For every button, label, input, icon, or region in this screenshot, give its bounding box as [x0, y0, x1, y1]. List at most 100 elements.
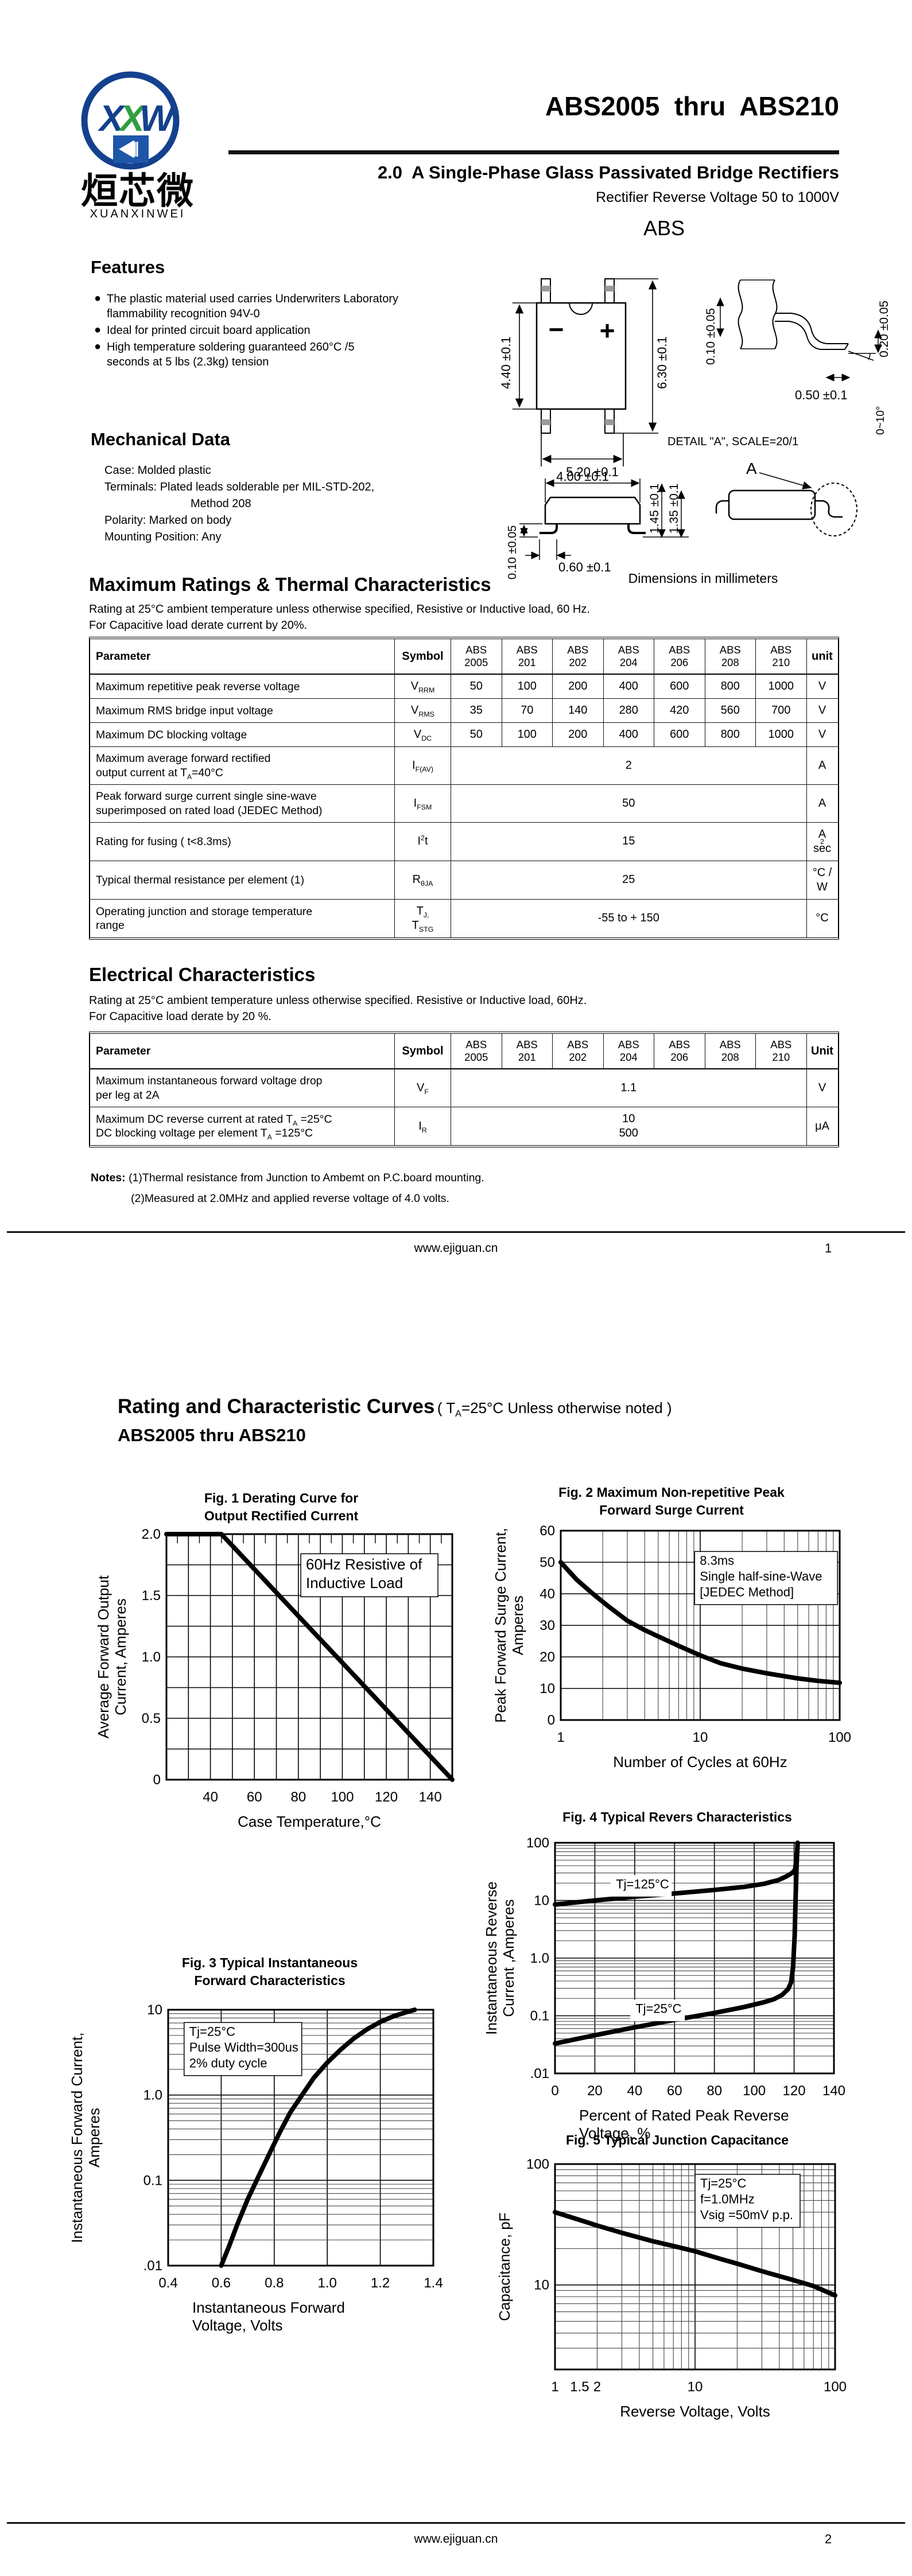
device-name-line: ABS: [516, 1038, 538, 1050]
cell-line: per leg at 2A: [96, 1088, 160, 1102]
table-header-device: ABS 2005: [451, 639, 502, 675]
table-header-parameter: Parameter: [90, 1034, 394, 1070]
x-tick-label: 40: [203, 1789, 218, 1805]
x-tick-label: 120: [783, 2083, 806, 2099]
table-cell-symbol: VRMS: [394, 698, 451, 723]
y-tick-label: 0: [153, 1772, 161, 1788]
fig2-y-axis-title: Peak Forward Surge Current, Amperes: [492, 1528, 526, 1723]
x-tick-label: 100: [331, 1789, 354, 1805]
device-name-line: 208: [721, 656, 739, 669]
text-segment: Maximum repetitive peak reverse voltage: [96, 680, 300, 693]
text-segment: V: [411, 704, 419, 717]
footer-page-2: 2: [825, 2532, 832, 2546]
device-name-line: ABS: [669, 1038, 690, 1050]
y-tick-label: .01: [530, 2066, 549, 2081]
logo-letter-x2: X: [118, 98, 146, 139]
x-tick-label: 40: [627, 2083, 643, 2099]
text-segment: RRM: [418, 686, 435, 695]
data-curve: [164, 1532, 455, 1782]
footer-page-1: 1: [825, 1241, 832, 1255]
notes-prefix: Notes:: [91, 1172, 126, 1184]
table-cell-value: 400: [603, 675, 654, 699]
text-segment: T: [412, 919, 419, 932]
annotation-box: [694, 1551, 839, 1605]
y-tick-label: 0.1: [530, 2009, 549, 2024]
table-cell-symbol: IFSM: [394, 784, 451, 822]
dim-h2: 1.35 ±0.1: [667, 484, 681, 534]
package-name-label: ABS: [643, 216, 685, 240]
x-axis-title: Instantaneous Forward: [192, 2299, 345, 2316]
table-cell-parameter: Typical thermal resistance per element (…: [90, 860, 394, 899]
text-segment: output current at T: [96, 766, 187, 779]
text-segment: R: [412, 873, 421, 886]
fig3-title: Fig. 3 Typical Instantaneous Forward Cha…: [181, 1955, 358, 1989]
fig3-chart: Tj=25°C Pulse Width=300us 2% duty cycle 0.4…: [143, 2002, 443, 2334]
text-segment: Peak forward surge current single sine-w…: [96, 790, 317, 803]
annotation-box: [183, 2022, 302, 2076]
table-header-device: ABS 206: [654, 639, 705, 675]
feature-item: ● Ideal for printed circuit board applica…: [92, 323, 422, 338]
footer-site-2: www.ejiguan.cn: [414, 2532, 498, 2546]
text-segment: I: [417, 835, 421, 848]
table-cell-parameter: Maximum DC reverse current at rated TA =…: [90, 1107, 394, 1145]
table-header-device: ABS 208: [704, 639, 755, 675]
device-name-line: ABS: [770, 1038, 792, 1050]
device-name-line: ABS: [669, 644, 690, 656]
table-cell-value: 35: [451, 698, 502, 723]
cell-line: Operating junction and storage temperatu…: [96, 905, 312, 919]
text-segment: V: [818, 1081, 826, 1095]
cell-line: TJ,: [417, 904, 429, 919]
table-cell-value: 70: [501, 698, 552, 723]
y-tick-label: 1.5: [142, 1588, 161, 1604]
cell-line: VDC: [414, 727, 432, 742]
ratings-sub1: Rating at 25°C ambient temperature unles…: [89, 603, 590, 616]
text-segment: V: [410, 680, 419, 693]
device-name-line: ABS: [618, 644, 639, 656]
cell-line: IF(AV): [412, 758, 433, 773]
text-segment: sec: [813, 842, 832, 855]
cell-line: DC blocking voltage per element TA =125°…: [96, 1126, 313, 1141]
y-tick-label: 10: [534, 1893, 549, 1909]
data-curve: [553, 2209, 837, 2298]
y-tick-label: 1.0: [530, 1951, 549, 1966]
x-tick-label: 0: [551, 2083, 558, 2099]
x-axis-title: Voltage, %: [579, 2124, 650, 2142]
annotation-text: Single half-sine-Wave: [700, 1569, 822, 1583]
curves-heading-bold: Rating and Characteristic Curves: [118, 1395, 435, 1418]
x-tick-label: 10: [693, 1730, 708, 1745]
x-tick-label: 120: [375, 1789, 398, 1805]
y-tick-label: 20: [540, 1649, 555, 1665]
text-segment: RMS: [418, 710, 434, 719]
table-cell-value: 800: [704, 722, 755, 747]
table-cell-unit: °C / W: [806, 860, 838, 899]
device-name-line: ABS: [465, 1038, 487, 1050]
table-cell-value: 1000: [755, 722, 806, 747]
text-segment: range: [96, 919, 125, 932]
table-cell-value: 600: [654, 675, 705, 699]
feature-item: ● The plastic material used carries Under…: [92, 291, 422, 321]
cell-line: VRMS: [411, 703, 434, 718]
table-cell-unit: A 2 sec: [806, 822, 838, 861]
curves-heading: Rating and Characteristic Curves ( TA=25…: [118, 1395, 864, 1418]
table-cell-parameter: Maximum repetitive peak reverse voltage: [90, 675, 394, 698]
fig5-y-axis-title: Capacitance, pF: [496, 2212, 513, 2321]
table-cell-symbol: I2t: [394, 822, 451, 861]
table-cell-symbol: RθJA: [394, 860, 451, 899]
text-segment: ( T: [437, 1399, 456, 1417]
table-header-parameter: Parameter: [90, 639, 394, 675]
text-segment: V: [417, 1081, 425, 1095]
table-cell-value: 140: [552, 698, 603, 723]
feature-item: ● High temperature soldering guaranteed 2…: [92, 340, 422, 369]
footer-site-1: www.ejiguan.cn: [414, 1242, 498, 1255]
cell-line: Maximum average forward rectified: [96, 752, 271, 765]
mech-line: Mounting Position: Any: [104, 531, 222, 543]
table-cell-value: 600: [654, 722, 705, 747]
y-tick-label: 1.0: [143, 2088, 162, 2103]
table-cell-value: 700: [755, 698, 806, 723]
device-name-line: ABS: [465, 644, 487, 656]
data-curve: [553, 1840, 800, 2046]
table-header-device: ABS 2005: [451, 1034, 502, 1070]
device-name-line: ABS: [719, 644, 741, 656]
annotation-text: f=1.0MHz: [700, 2192, 755, 2207]
